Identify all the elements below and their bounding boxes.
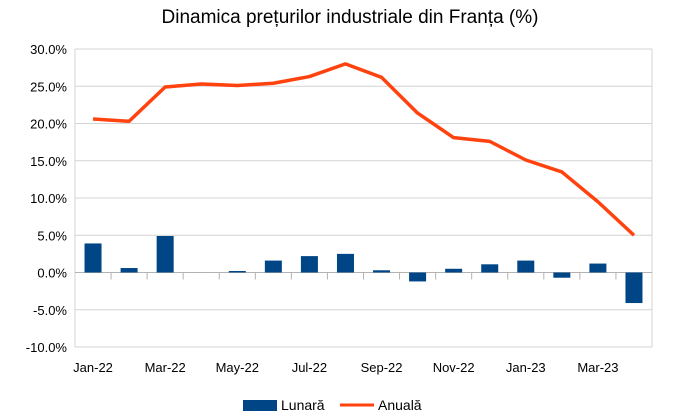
bar-Aug-22	[336, 253, 354, 273]
x-tick-label: Jul-22	[292, 360, 327, 375]
bar-Dec-22	[481, 264, 499, 273]
line-series	[92, 62, 636, 237]
x-tick-label: Sep-22	[361, 360, 403, 375]
bar-Oct-22	[409, 272, 427, 282]
legend-label-lunara: Lunară	[281, 397, 325, 413]
x-tick-label: Nov-22	[433, 360, 475, 375]
y-tick-label: 5.0%	[37, 228, 67, 243]
x-tick-label: Mar-23	[577, 360, 618, 375]
bar-Mar-22	[156, 235, 174, 273]
y-tick-label: 25.0%	[30, 79, 67, 94]
y-tick-label: -5.0%	[33, 303, 67, 318]
bar-Feb-23	[553, 272, 571, 278]
bar-Jan-23	[517, 260, 535, 273]
gridlines	[74, 48, 653, 348]
line-anuala	[92, 62, 636, 237]
bar-May-22	[228, 271, 246, 273]
bar-Nov-22	[445, 268, 463, 273]
y-tick-label: 0.0%	[37, 266, 67, 281]
y-tick-label: 20.0%	[30, 117, 67, 132]
bar-series	[84, 235, 643, 304]
legend-swatch-lunara	[243, 400, 277, 411]
x-tick-label: Mar-22	[145, 360, 186, 375]
y-tick-label: -10.0%	[26, 340, 68, 355]
bar-Jul-22	[300, 256, 318, 273]
bar-Jun-22	[264, 260, 282, 273]
bar-Apr-23	[625, 272, 643, 304]
bar-Jan-22	[84, 243, 102, 273]
x-tick-label: May-22	[216, 360, 259, 375]
y-tick-label: 30.0%	[30, 42, 67, 57]
bar-Mar-23	[589, 263, 607, 273]
y-tick-label: 15.0%	[30, 154, 67, 169]
chart-title: Dinamica prețurilor industriale din Fran…	[162, 7, 539, 28]
y-axis: 30.0% 25.0% 20.0% 15.0% 10.0% 5.0% 0.0% -5.0% -1…	[26, 42, 68, 355]
y-tick-label: 10.0%	[30, 191, 67, 206]
legend: Lunară Anuală	[243, 397, 422, 413]
legend-label-anuala: Anuală	[378, 397, 422, 413]
x-tick-label: Jan-23	[506, 360, 546, 375]
bar-Feb-22	[120, 268, 138, 273]
x-tick-label: Jan-22	[73, 360, 113, 375]
x-axis: Jan-22 Mar-22 May-22 Jul-22 Sep-22 Nov-22 Jan-…	[73, 360, 618, 375]
bar-Sep-22	[373, 270, 391, 273]
